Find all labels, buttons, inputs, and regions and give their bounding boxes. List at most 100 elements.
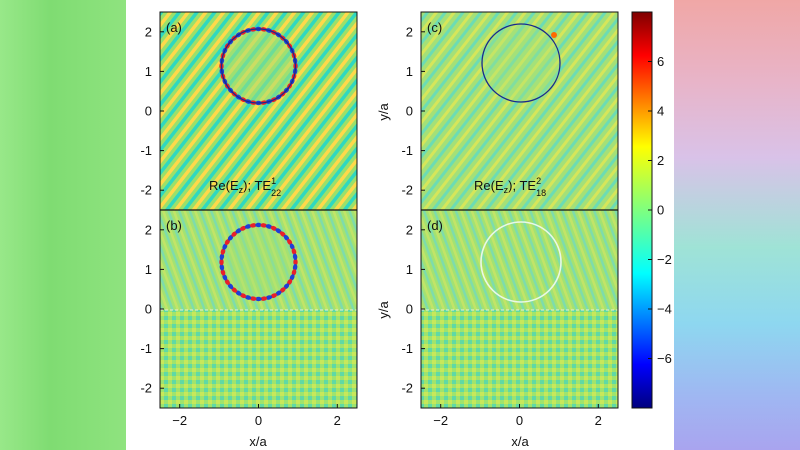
panel-c-hotspot bbox=[551, 32, 557, 38]
panel-b-lobe bbox=[293, 258, 298, 266]
panel-b-xlabel: x/a bbox=[249, 434, 267, 449]
colorbar-tick-label: 2 bbox=[657, 153, 664, 168]
panel-b-lobe bbox=[222, 274, 228, 281]
panel-c-ylabel: y/a bbox=[376, 103, 391, 121]
colorbar-tick-label: −2 bbox=[657, 252, 672, 267]
panel-c-ytick-label: -1 bbox=[401, 143, 413, 158]
panel-d-ytick-label: -1 bbox=[401, 341, 413, 356]
panel-b-lobe bbox=[255, 222, 262, 228]
panel-a-yticks: -2 -1 0 1 2 bbox=[140, 24, 164, 198]
panel-b-ytick-label: 1 bbox=[145, 262, 152, 277]
panel-d-field-top bbox=[421, 210, 618, 310]
panel-a-ytick-label: 0 bbox=[145, 104, 152, 119]
panel-b-lobe bbox=[219, 263, 225, 271]
panel-b-lobe bbox=[260, 223, 268, 228]
panel-b-lobe bbox=[235, 290, 242, 296]
panel-b-lobe bbox=[291, 269, 297, 276]
colorbar-tick-label: 4 bbox=[657, 104, 664, 119]
panel-c-resonator-interior bbox=[482, 24, 560, 102]
panel-b-lobe bbox=[227, 283, 234, 290]
panel-b-xtick-label: 0 bbox=[255, 413, 262, 428]
panel-b-yticks: -2 -1 0 1 2 bbox=[140, 222, 164, 396]
panel-b-lobe bbox=[220, 269, 226, 276]
panel-b-lobe bbox=[224, 278, 230, 286]
panel-b-xtick-label: 2 bbox=[334, 413, 341, 428]
panel-b-lobe bbox=[224, 238, 230, 246]
panel-b-lobe bbox=[279, 287, 286, 293]
panel-d-label: (d) bbox=[427, 218, 443, 233]
panel-a-resonator-interior bbox=[221, 29, 296, 103]
panel-b-lobe bbox=[235, 228, 242, 234]
panel-b-lobe bbox=[244, 295, 252, 300]
panel-b-lobe bbox=[292, 263, 298, 271]
panel-c-annotation: Re(Ez); TE2 18 bbox=[474, 176, 546, 198]
panel-a-label: (a) bbox=[166, 20, 182, 35]
panel-b-lobe bbox=[244, 224, 252, 229]
panel-b-lobe bbox=[222, 243, 228, 250]
panel-a-annotation: Re(Ez); TE1 22 bbox=[209, 176, 281, 198]
panel-b-lobe bbox=[287, 278, 293, 286]
panel-b-lobe bbox=[239, 225, 247, 231]
panel-d-xtick-label: 0 bbox=[516, 413, 523, 428]
panel-b-resonator-interior bbox=[221, 225, 296, 299]
panel-b-lobe bbox=[270, 293, 278, 299]
panel-c-yticks: -2 -1 0 1 2 bbox=[401, 24, 425, 198]
panel-b-lobe bbox=[255, 296, 262, 302]
panel-a-ytick-label: -1 bbox=[140, 143, 152, 158]
panel-b-lobe bbox=[260, 296, 268, 301]
panel-d-xticks: −2 0 2 bbox=[433, 404, 602, 428]
panel-c-ytick-label: -2 bbox=[401, 183, 413, 198]
panel-b-ytick-label: -1 bbox=[140, 341, 152, 356]
colorbar-tick-label: 0 bbox=[657, 203, 664, 218]
panel-b-lobe bbox=[265, 224, 273, 229]
panel-b-lobe bbox=[289, 274, 295, 281]
panel-d-ytick-label: -2 bbox=[401, 381, 413, 396]
panel-d-ytick-label: 0 bbox=[406, 302, 413, 317]
panel-c: (c) Re(Ez); TE2 18 -2 -1 0 1 2 y/a bbox=[376, 12, 618, 210]
panel-b-lobe bbox=[231, 287, 238, 293]
panel-b-lobe bbox=[275, 290, 282, 296]
panel-d-xtick-label: 2 bbox=[595, 413, 602, 428]
panel-d-yticks: -2 -1 0 1 2 bbox=[401, 222, 425, 396]
panel-c-label: (c) bbox=[427, 20, 442, 35]
panel-c-resonator-circle bbox=[481, 23, 561, 103]
panel-b: (b) -2 -1 0 1 2 −2 0 2 x/a bbox=[140, 210, 357, 449]
colorbar-tick-label: −6 bbox=[657, 351, 672, 366]
panel-b-field-bottom bbox=[160, 310, 357, 408]
panel-b-lobe bbox=[249, 223, 257, 228]
panel-b-lobe bbox=[239, 293, 247, 299]
panel-d-xtick-label: −2 bbox=[433, 413, 448, 428]
panel-b-lobe bbox=[270, 225, 278, 231]
panel-b-mode-lobes bbox=[219, 222, 298, 302]
panel-d-xlabel: x/a bbox=[511, 434, 529, 449]
panel-b-lobe bbox=[279, 231, 286, 237]
panel-b-lobe bbox=[275, 228, 282, 234]
panel-b-lobe bbox=[231, 231, 238, 237]
panel-b-lobe bbox=[283, 234, 290, 241]
panel-c-ytick-label: 1 bbox=[406, 64, 413, 79]
panel-d-resonator-circle bbox=[480, 221, 562, 303]
panel-b-xtick-label: −2 bbox=[172, 413, 187, 428]
panel-d-ytick-label: 2 bbox=[406, 222, 413, 237]
panel-b-lobe bbox=[227, 234, 234, 241]
panel-b-lobe bbox=[249, 296, 257, 301]
panel-b-ytick-label: 2 bbox=[145, 222, 152, 237]
panel-a-ytick-label: 1 bbox=[145, 64, 152, 79]
panel-b-lobe bbox=[265, 295, 273, 300]
panel-b-ytick-label: -2 bbox=[140, 381, 152, 396]
panel-b-ytick-label: 0 bbox=[145, 302, 152, 317]
panel-d: (d) -2 -1 0 1 2 −2 0 2 y/a x/a bbox=[376, 210, 618, 449]
panel-b-label: (b) bbox=[166, 218, 182, 233]
panel-c-field bbox=[421, 12, 618, 210]
background-right bbox=[674, 0, 800, 450]
panel-a-resonator-circle bbox=[220, 28, 297, 104]
panel-b-lobe bbox=[289, 243, 295, 250]
panel-b-lobe bbox=[292, 253, 298, 261]
panel-b-xticks: −2 0 2 bbox=[172, 404, 341, 428]
panel-d-field-bottom bbox=[421, 310, 618, 408]
panel-c-ytick-label: 0 bbox=[406, 104, 413, 119]
colorbar-tick-label: −4 bbox=[657, 302, 672, 317]
colorbar-ticks: 6 4 2 0 −2 −4 −6 bbox=[648, 54, 672, 366]
